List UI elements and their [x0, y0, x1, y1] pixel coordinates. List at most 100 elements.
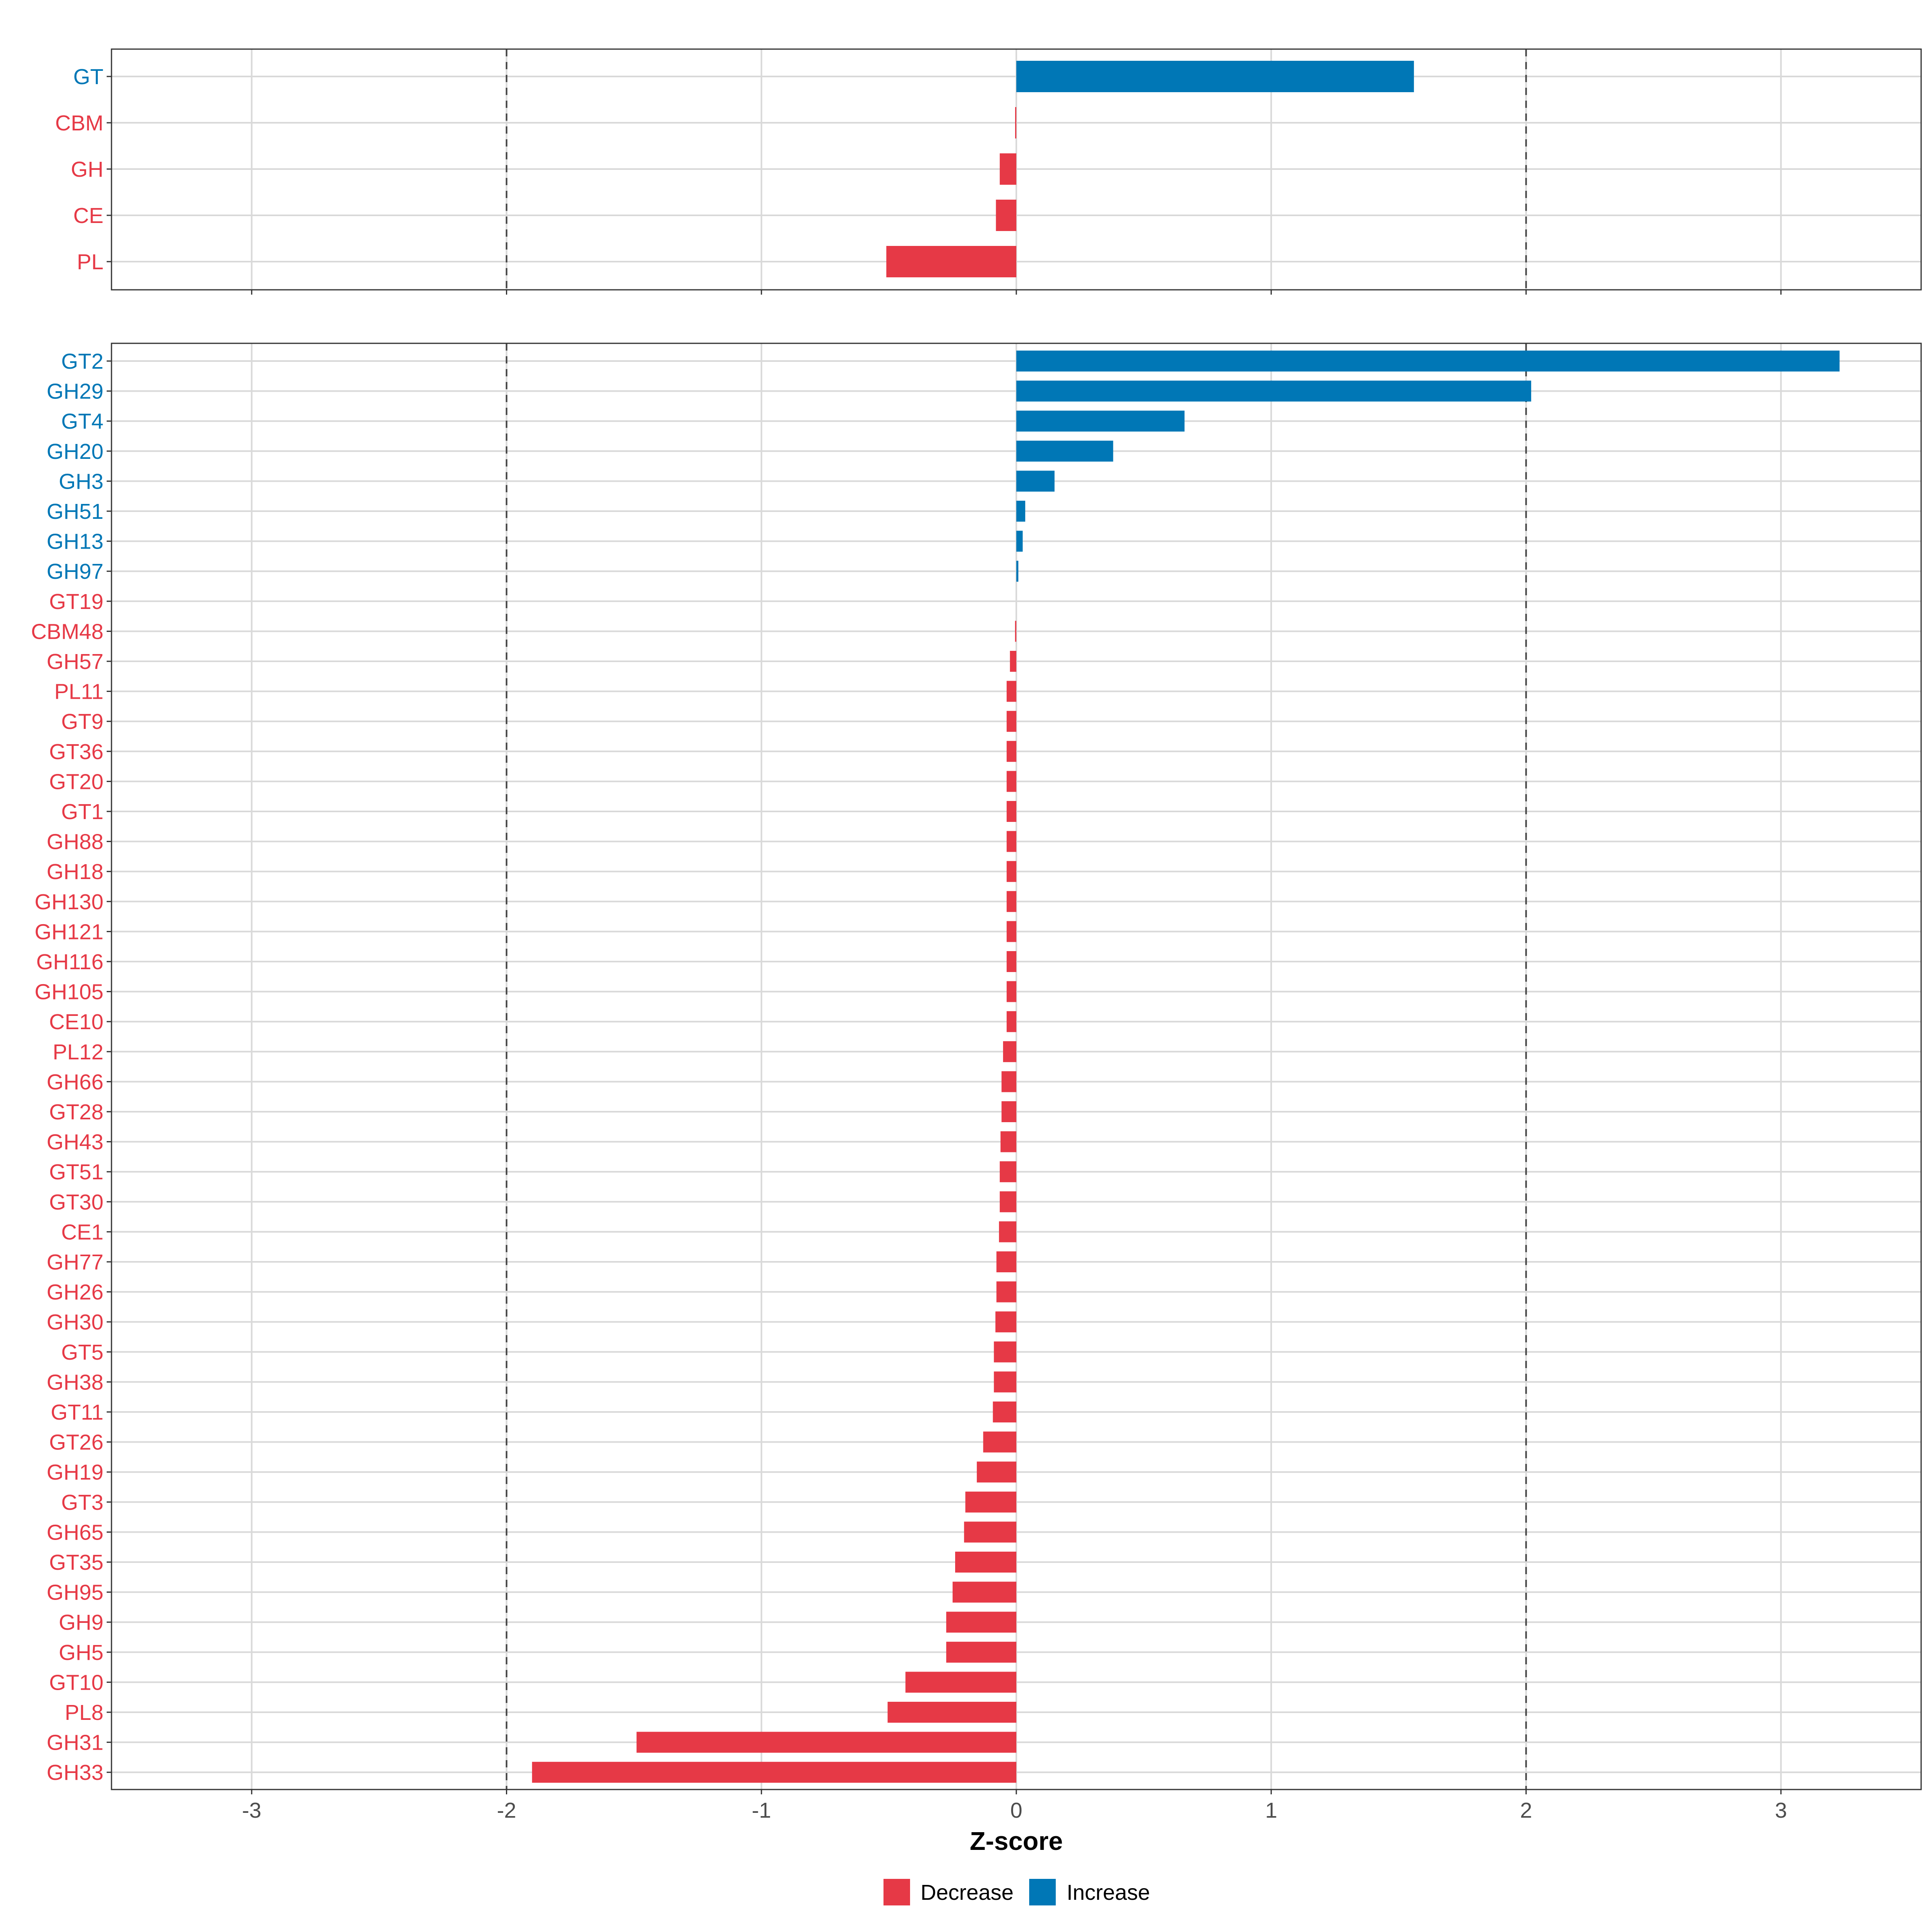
category-label: CE10 [49, 1010, 103, 1034]
bar [996, 200, 1016, 231]
category-label: PL8 [65, 1701, 103, 1725]
category-label: CE1 [61, 1220, 103, 1244]
bar [636, 1732, 1016, 1753]
bar [1001, 1101, 1016, 1122]
x-tick-label: -2 [497, 1798, 516, 1823]
category-label: GH130 [35, 890, 103, 914]
category-label: GH105 [35, 980, 103, 1004]
x-axis-title: Z-score [970, 1827, 1063, 1856]
category-label: CBM48 [31, 619, 103, 644]
x-tick-label: 3 [1775, 1798, 1787, 1823]
bar [994, 1371, 1016, 1393]
x-tick-label: 1 [1265, 1798, 1277, 1823]
bar [993, 1402, 1016, 1422]
category-label: PL [77, 250, 103, 274]
bar [1016, 501, 1026, 522]
bar [1006, 831, 1016, 852]
bar [964, 1521, 1016, 1543]
bar [1000, 1131, 1016, 1152]
category-label: GH121 [35, 920, 103, 944]
category-label: GH [71, 157, 103, 182]
x-tick-label: 2 [1520, 1798, 1532, 1823]
bar [1006, 681, 1016, 702]
category-label: GH18 [47, 860, 103, 884]
bar [955, 1552, 1016, 1573]
category-label: GH30 [47, 1310, 103, 1334]
category-label: GH97 [47, 559, 103, 584]
bar [952, 1581, 1016, 1603]
category-label: GH51 [47, 500, 103, 524]
category-label: GT20 [49, 770, 103, 794]
bar [886, 246, 1016, 277]
bar [905, 1672, 1016, 1693]
category-label: GH31 [47, 1731, 103, 1755]
bar [1015, 621, 1016, 642]
bar [996, 1251, 1016, 1272]
category-label: GH116 [36, 950, 103, 974]
bar [965, 1491, 1016, 1513]
bar [1016, 61, 1414, 92]
bar [1003, 1041, 1016, 1062]
category-label: GT [73, 65, 103, 89]
bar [946, 1612, 1016, 1633]
category-label: PL12 [53, 1040, 103, 1064]
bar [1006, 801, 1016, 822]
category-label: GT3 [61, 1490, 103, 1515]
category-label: GH66 [47, 1070, 103, 1094]
bar [888, 1702, 1016, 1723]
bar [1006, 861, 1016, 882]
category-label: GH9 [59, 1610, 103, 1635]
bar [996, 1281, 1016, 1302]
category-label: GH19 [47, 1460, 103, 1484]
category-label: GT28 [49, 1100, 103, 1124]
category-label: GH29 [47, 380, 103, 404]
category-label: GH38 [47, 1370, 103, 1394]
category-label: GT5 [61, 1340, 103, 1364]
category-label: CE [73, 204, 103, 228]
category-label: GH5 [59, 1641, 103, 1665]
bar [1016, 471, 1055, 492]
bar [1006, 921, 1016, 942]
legend: Decrease Increase [883, 1879, 1150, 1905]
x-tick-label: -3 [242, 1798, 261, 1823]
category-label: GT35 [49, 1550, 103, 1575]
bar [995, 1311, 1016, 1333]
bar [1016, 561, 1019, 582]
bar [999, 1221, 1016, 1243]
category-label: GH88 [47, 830, 103, 854]
bar [1006, 951, 1016, 972]
legend-label-increase: Increase [1067, 1880, 1150, 1905]
category-label: GH95 [47, 1581, 103, 1605]
category-label: GT26 [49, 1430, 103, 1455]
category-label: GT36 [49, 740, 103, 764]
bar [1006, 711, 1016, 732]
bar [1006, 771, 1016, 792]
category-label: GT10 [49, 1670, 103, 1695]
bar [1016, 351, 1840, 372]
bottom-panel: GT2GH29GT4GH20GH3GH51GH13GH97GT19CBM48GH… [31, 343, 1922, 1823]
category-label: GH13 [47, 530, 103, 554]
bar [1006, 741, 1016, 762]
bar [946, 1641, 1016, 1663]
category-label: GH43 [47, 1130, 103, 1154]
category-label: GT9 [61, 710, 103, 734]
legend-swatch-decrease [883, 1879, 910, 1905]
legend-label-decrease: Decrease [921, 1880, 1013, 1905]
bar [1006, 981, 1016, 1002]
bar [1016, 440, 1113, 462]
bar [1016, 530, 1023, 552]
bar [983, 1431, 1016, 1453]
bar [999, 1161, 1016, 1183]
category-label: GT51 [49, 1160, 103, 1184]
bar [1016, 411, 1185, 432]
bar [1016, 380, 1532, 402]
x-tick-label: 0 [1010, 1798, 1022, 1823]
category-label: GH57 [47, 650, 103, 674]
bar [999, 153, 1016, 185]
bar [994, 1341, 1016, 1362]
legend-swatch-increase [1029, 1879, 1056, 1905]
bar [1015, 107, 1016, 138]
category-label: GH77 [47, 1250, 103, 1274]
bar [1006, 891, 1016, 912]
